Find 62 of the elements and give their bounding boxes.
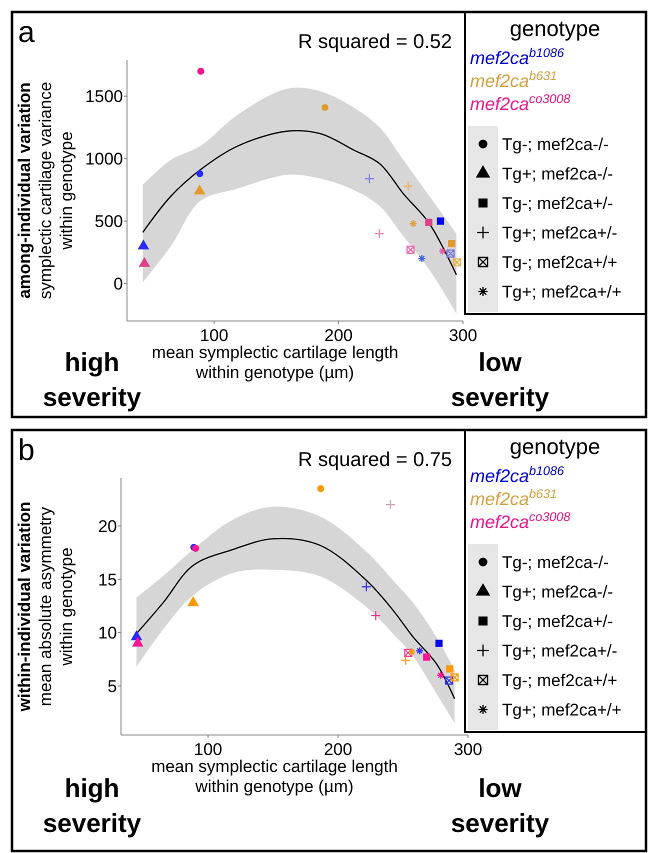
legend-label: mef2ca$^{co3008}$: [470, 92, 570, 114]
legend-label: mef2ca$^{b631}$: [470, 69, 558, 91]
text: Tg-; mef2ca+/-: [502, 612, 614, 631]
point: [409, 219, 418, 228]
y-tick-label: 500: [94, 212, 123, 232]
text: Tg-; mef2ca+/+: [502, 252, 618, 272]
point: [436, 217, 444, 225]
point: [370, 610, 381, 621]
x-axis-title: mean symplectic cartilage length within genotype (µm): [151, 757, 398, 796]
point: [374, 228, 384, 239]
line-series: [142, 130, 458, 276]
legend-title: genotype: [510, 16, 600, 41]
point: [418, 254, 426, 263]
y-axis-title: among-individual variation symplectic cartilage variance within genotype: [15, 82, 76, 300]
y-tick-label: 15: [98, 570, 117, 590]
y-tick-label: 1500: [85, 87, 123, 106]
y-tick-label: 20: [98, 516, 117, 536]
text: Tg-; mef2ca-/-: [502, 552, 609, 572]
legend-label: mef2ca$^{b1086}$: [470, 464, 564, 486]
text: low severity: [450, 347, 550, 412]
x-tick-label: 300: [454, 740, 482, 759]
y-tick-label: 1000: [85, 150, 123, 169]
point: [446, 249, 455, 258]
x-axis-title: mean symplectic cartilage length within genotype (µm): [152, 343, 398, 382]
x-tick-label: 300: [448, 326, 478, 345]
point: [452, 258, 462, 266]
text: low severity: [450, 773, 550, 838]
point: [404, 648, 412, 657]
text: Tg+; mef2ca-/-: [502, 164, 614, 184]
point: [364, 174, 375, 184]
text: Tg-; mef2ca+/-: [502, 194, 614, 213]
x-tick-label: 100: [200, 326, 228, 345]
point: [197, 68, 204, 75]
chart-title: a: [18, 16, 35, 49]
legend-label: mef2ca$^{co3008}$: [470, 510, 570, 532]
text: Tg+; mef2ca+/+: [502, 700, 622, 720]
text: high severity: [42, 347, 142, 412]
text: Tg+; mef2ca-/-: [502, 582, 614, 602]
y-axis-title: within-individual variation mean absolute asymmetry within genotype: [15, 502, 76, 712]
point: [406, 246, 415, 254]
x-tick-label: 200: [324, 326, 353, 345]
text: R squared = 0.75: [298, 449, 452, 471]
point: [438, 246, 447, 256]
y-tick-label: 0: [114, 274, 123, 294]
text: Tg-; mef2ca-/-: [502, 134, 609, 154]
legend-label: mef2ca$^{b1086}$: [470, 46, 564, 68]
text: Tg+; mef2ca+/-: [502, 641, 618, 660]
chart-title: b: [18, 434, 35, 467]
x-tick-label: 200: [324, 740, 352, 759]
text: Tg+; mef2ca+/-: [502, 223, 618, 242]
text: Tg-; mef2ca+/+: [502, 670, 618, 690]
point: [435, 640, 443, 647]
text: high severity: [42, 773, 142, 838]
y-tick-label: 10: [98, 624, 117, 643]
x-tick-label: 100: [194, 740, 222, 759]
legend-title: genotype: [510, 434, 600, 459]
point: [403, 181, 414, 192]
point: [385, 500, 396, 510]
text: Tg+; mef2ca+/+: [502, 282, 622, 302]
y-tick-label: 5: [108, 676, 117, 696]
legend-label: mef2ca$^{b631}$: [470, 487, 558, 509]
text: R squared = 0.52: [298, 31, 452, 53]
